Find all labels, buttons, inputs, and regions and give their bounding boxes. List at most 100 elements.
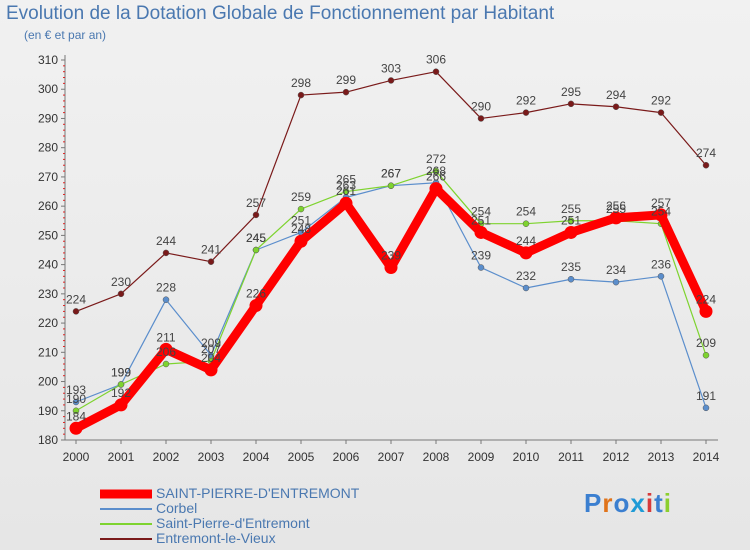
chart-title: Evolution de la Dotation Globale de Fonc… [6,3,555,24]
data-point [204,363,218,377]
y-tick-label: 310 [38,53,58,67]
data-label: 244 [516,234,536,248]
data-point [342,188,350,195]
logo-letter: t [654,488,664,518]
x-tick-label: 2014 [693,450,720,464]
legend-label: Corbel [156,500,198,516]
data-point [207,258,215,265]
data-label: 268 [426,164,446,178]
y-tick-label: 240 [38,258,58,272]
legend-label: Entremont-le-Vieux [156,530,276,546]
data-label: 232 [516,269,536,283]
y-tick-label: 250 [38,228,58,242]
x-tick-label: 2004 [243,450,270,464]
data-point [249,299,263,313]
y-tick-label: 260 [38,199,58,213]
data-label: 199 [111,365,131,379]
logo-letter: o [613,488,631,518]
data-label: 251 [561,213,581,227]
data-point [162,249,170,257]
x-tick-label: 2010 [513,450,540,464]
data-label: 241 [201,243,221,257]
data-point [477,264,485,271]
data-label: 292 [516,94,536,108]
y-tick-label: 230 [38,287,58,301]
legend-swatch [100,508,152,510]
data-point [609,211,623,225]
data-point [657,109,665,116]
y-tick-label: 290 [38,111,58,125]
data-point [432,68,440,75]
data-point [474,225,488,239]
data-label: 265 [336,173,356,187]
data-label: 254 [516,205,536,219]
data-label: 257 [651,196,671,210]
y-tick-label: 190 [38,404,58,418]
x-tick-label: 2013 [648,450,675,464]
data-point [384,261,398,275]
data-label: 267 [381,167,401,181]
data-label: 251 [471,213,491,227]
data-point [564,225,578,239]
chart-subtitle: (en € et par an) [24,28,107,42]
data-label: 257 [246,196,266,210]
data-label: 294 [606,88,626,102]
legend-swatch [100,489,152,499]
data-label: 266 [426,170,446,184]
data-point [114,398,128,412]
data-label: 236 [651,257,671,271]
data-label: 299 [336,73,356,87]
x-tick-label: 2005 [288,450,315,464]
data-point [252,211,260,219]
data-label: 207 [201,342,221,356]
logo-letter: P [584,488,603,518]
data-point [117,290,125,298]
data-label: 190 [66,392,86,406]
data-label: 184 [66,409,86,423]
logo-letter: x [630,488,646,518]
data-label: 251 [291,213,311,227]
data-point [612,278,620,286]
data-label: 224 [696,292,716,306]
data-label: 204 [201,351,221,365]
data-label: 261 [336,184,356,198]
data-label: 255 [561,202,581,216]
data-label: 248 [291,222,311,236]
data-point [522,284,530,292]
data-point [162,360,170,368]
data-label: 192 [111,386,131,400]
data-label: 193 [66,383,86,397]
data-label: 290 [471,99,491,113]
x-tick-label: 2012 [603,450,630,464]
data-label: 209 [696,336,716,350]
data-point [117,381,125,388]
data-label: 245 [246,231,266,245]
data-label: 239 [381,249,401,263]
x-tick-label: 2002 [153,450,180,464]
x-tick-label: 2003 [198,450,225,464]
data-label: 292 [651,94,671,108]
data-point [432,167,440,175]
data-label: 263 [336,178,356,192]
x-tick-label: 2011 [558,450,584,464]
x-tick-label: 2001 [108,450,135,464]
data-point [612,103,620,111]
data-label: 245 [246,231,266,245]
data-point [477,115,485,122]
logo-letter: r [602,488,614,518]
y-tick-label: 300 [38,82,58,96]
x-tick-label: 2006 [333,450,360,464]
data-label: 239 [471,249,491,263]
data-label: 230 [111,275,131,289]
data-point [162,296,170,303]
data-point [159,342,173,356]
data-point [252,246,260,254]
x-tick-label: 2007 [378,450,405,464]
data-label: 235 [561,260,581,274]
data-point [567,275,575,283]
data-point [657,273,665,280]
data-label: 199 [111,365,131,379]
data-label: 224 [66,292,86,306]
